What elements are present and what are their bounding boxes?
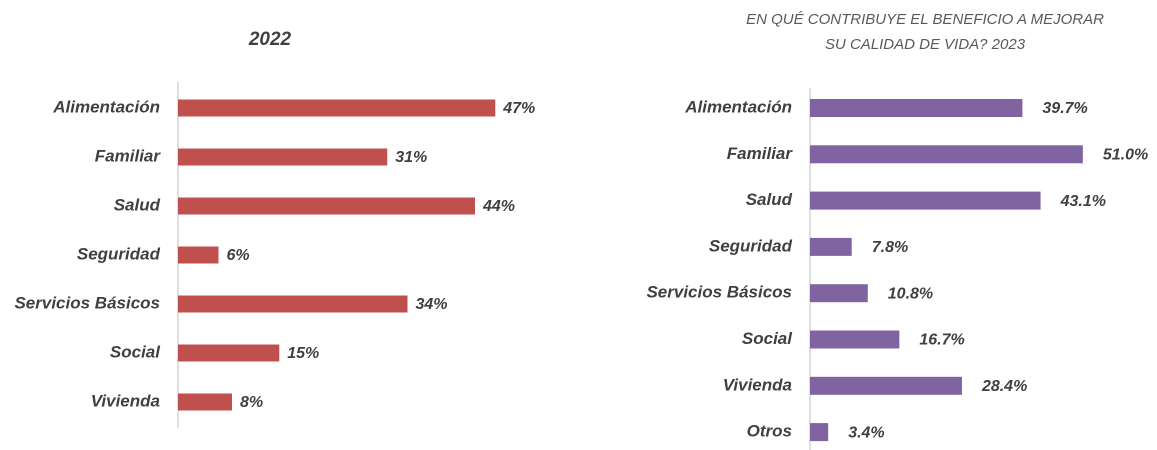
value-label: 15% <box>287 345 319 362</box>
bar <box>178 197 475 215</box>
chart-title: EN QUÉ CONTRIBUYE EL BENEFICIO A MEJORAR <box>746 11 1104 28</box>
category-label: Social <box>110 342 161 361</box>
value-label: 6% <box>227 247 250 264</box>
value-label: 10.8% <box>888 285 933 302</box>
value-label: 44% <box>482 198 515 215</box>
category-label: Vivienda <box>91 391 160 410</box>
category-label: Alimentación <box>684 97 792 116</box>
bar <box>810 423 829 442</box>
bar <box>178 344 280 362</box>
category-label: Alimentación <box>52 97 160 116</box>
category-label: Servicios Básicos <box>646 283 792 302</box>
value-label: 31% <box>395 149 427 166</box>
bar <box>178 148 388 166</box>
value-label: 43.1% <box>1060 193 1106 210</box>
value-label: 3.4% <box>848 424 884 441</box>
bar <box>178 393 232 411</box>
bar <box>178 246 219 264</box>
value-label: 7.8% <box>872 239 908 256</box>
value-label: 39.7% <box>1042 100 1087 117</box>
category-label: Seguridad <box>709 236 793 255</box>
value-label: 51.0% <box>1103 147 1148 164</box>
bar <box>810 99 1023 117</box>
chart-title: SU CALIDAD DE VIDA? 2023 <box>825 36 1026 53</box>
value-label: 47% <box>502 100 535 117</box>
category-label: Seguridad <box>77 244 161 263</box>
bar <box>178 295 408 313</box>
bar <box>810 284 868 303</box>
bar <box>810 191 1041 210</box>
bar <box>178 99 496 117</box>
category-label: Vivienda <box>723 375 792 394</box>
category-label: Servicios Básicos <box>14 293 160 312</box>
bar <box>810 330 900 349</box>
category-label: Familiar <box>95 146 162 165</box>
value-label: 16.7% <box>919 332 964 349</box>
category-label: Familiar <box>727 144 794 163</box>
value-label: 34% <box>416 296 448 313</box>
chart-title: 2022 <box>248 29 292 50</box>
category-label: Otros <box>747 422 792 441</box>
category-label: Salud <box>114 195 161 214</box>
value-label: 8% <box>240 394 263 411</box>
category-label: Social <box>742 329 793 348</box>
bar <box>810 145 1083 164</box>
category-label: Salud <box>746 190 793 209</box>
value-label: 28.4% <box>981 378 1027 395</box>
bar <box>810 237 852 256</box>
bar <box>810 376 962 395</box>
